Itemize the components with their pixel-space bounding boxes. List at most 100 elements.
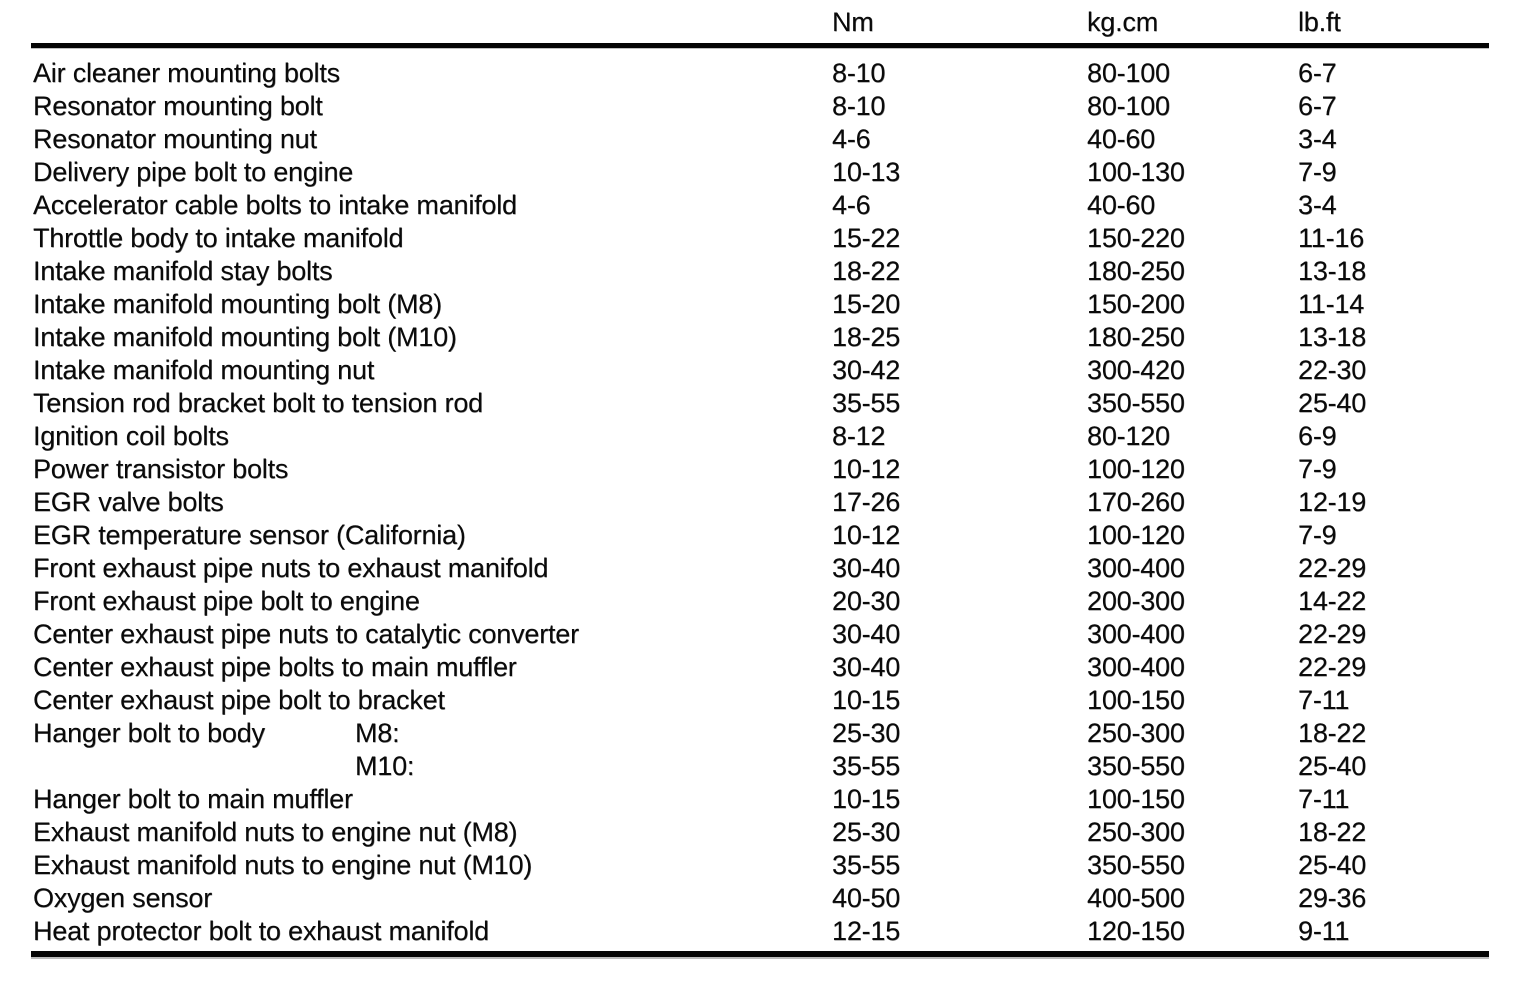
table-row: Intake manifold mounting nut 30-42 300-4… — [31, 354, 1489, 387]
table-row: Exhaust manifold nuts to engine nut (M10… — [31, 849, 1489, 882]
kgcm-value: 100-120 — [1087, 454, 1185, 484]
nm-value: 10-15 — [832, 784, 901, 814]
component-name: Center exhaust pipe bolt to bracket — [33, 685, 445, 715]
lbft-value: 29-36 — [1298, 883, 1367, 913]
component-name: Intake manifold mounting nut — [33, 355, 375, 385]
table-row: EGR valve bolts 17-26 170-260 12-19 — [31, 486, 1489, 519]
nm-value: 30-40 — [832, 553, 901, 583]
table-row: Resonator mounting bolt 8-10 80-100 6-7 — [31, 90, 1489, 123]
lbft-value: 13-18 — [1298, 322, 1367, 352]
kgcm-value: 350-550 — [1087, 850, 1185, 880]
lbft-value: 22-29 — [1298, 619, 1367, 649]
component-name: Delivery pipe bolt to engine — [33, 157, 354, 187]
component-name: Throttle body to intake manifold — [33, 223, 404, 253]
lbft-value: 9-11 — [1298, 916, 1350, 946]
kgcm-value: 250-300 — [1087, 817, 1185, 847]
lbft-value: 6-7 — [1298, 58, 1337, 88]
nm-value: 40-50 — [832, 883, 901, 913]
component-name: EGR valve bolts — [33, 487, 224, 517]
kgcm-value: 100-130 — [1087, 157, 1185, 187]
column-header-kgcm: kg.cm — [1087, 7, 1159, 37]
lbft-value: 6-9 — [1298, 421, 1337, 451]
kgcm-value: 100-120 — [1087, 520, 1185, 550]
bottom-rule — [31, 951, 1489, 957]
kgcm-value: 180-250 — [1087, 322, 1185, 352]
component-name: Front exhaust pipe nuts to exhaust manif… — [33, 553, 549, 583]
kgcm-value: 40-60 — [1087, 124, 1156, 154]
kgcm-value: 150-200 — [1087, 289, 1185, 319]
nm-value: 30-40 — [832, 652, 901, 682]
component-name: Front exhaust pipe bolt to engine — [33, 586, 420, 616]
kgcm-value: 150-220 — [1087, 223, 1185, 253]
nm-value: 20-30 — [832, 586, 901, 616]
header-rule — [31, 43, 1489, 48]
kgcm-value: 180-250 — [1087, 256, 1185, 286]
table-row: Throttle body to intake manifold 15-22 1… — [31, 222, 1489, 255]
kgcm-value: 350-550 — [1087, 751, 1185, 781]
table-row: Hanger bolt to body M8: 25-30 250-300 18… — [31, 717, 1489, 750]
lbft-value: 6-7 — [1298, 91, 1337, 121]
kgcm-value: 170-260 — [1087, 487, 1185, 517]
nm-value: 35-55 — [832, 388, 901, 418]
nm-value: 30-42 — [832, 355, 901, 385]
component-name: Resonator mounting nut — [33, 124, 317, 154]
nm-value: 8-10 — [832, 58, 886, 88]
kgcm-value: 250-300 — [1087, 718, 1185, 748]
column-header-nm: Nm — [832, 7, 874, 37]
nm-value: 10-13 — [832, 157, 901, 187]
lbft-value: 7-9 — [1298, 157, 1337, 187]
kgcm-value: 100-150 — [1087, 784, 1185, 814]
nm-value: 25-30 — [832, 718, 901, 748]
kgcm-value: 200-300 — [1087, 586, 1185, 616]
lbft-value: 7-11 — [1298, 685, 1350, 715]
lbft-value: 11-14 — [1298, 289, 1365, 319]
lbft-value: 18-22 — [1298, 817, 1367, 847]
lbft-value: 22-29 — [1298, 553, 1367, 583]
table-row: Center exhaust pipe nuts to catalytic co… — [31, 618, 1489, 651]
component-name: Heat protector bolt to exhaust manifold — [33, 916, 489, 946]
table-row: Center exhaust pipe bolts to main muffle… — [31, 651, 1489, 684]
kgcm-value: 400-500 — [1087, 883, 1185, 913]
table-row: Air cleaner mounting bolts 8-10 80-100 6… — [31, 57, 1489, 90]
lbft-value: 7-11 — [1298, 784, 1350, 814]
table-row: Oxygen sensor 40-50 400-500 29-36 — [31, 882, 1489, 915]
lbft-value: 14-22 — [1298, 586, 1367, 616]
lbft-value: 7-9 — [1298, 454, 1337, 484]
lbft-value: 25-40 — [1298, 388, 1367, 418]
kgcm-value: 300-400 — [1087, 619, 1185, 649]
component-name: Exhaust manifold nuts to engine nut (M10… — [33, 850, 533, 880]
kgcm-value: 350-550 — [1087, 388, 1185, 418]
component-name: Center exhaust pipe bolts to main muffle… — [33, 652, 517, 682]
lbft-value: 12-19 — [1298, 487, 1367, 517]
table-row: Center exhaust pipe bolt to bracket 10-1… — [31, 684, 1489, 717]
table-row: Intake manifold stay bolts 18-22 180-250… — [31, 255, 1489, 288]
kgcm-value: 120-150 — [1087, 916, 1185, 946]
component-name: Air cleaner mounting bolts — [33, 58, 340, 88]
table-row: Ignition coil bolts 8-12 80-120 6-9 — [31, 420, 1489, 453]
nm-value: 35-55 — [832, 850, 901, 880]
table-row: Resonator mounting nut 4-6 40-60 3-4 — [31, 123, 1489, 156]
component-name: Ignition coil bolts — [33, 421, 229, 451]
kgcm-value: 80-120 — [1087, 421, 1170, 451]
nm-value: 25-30 — [832, 817, 901, 847]
component-name: Power transistor bolts — [33, 454, 289, 484]
component-name: Hanger bolt to body — [33, 718, 265, 748]
table-row: Tension rod bracket bolt to tension rod … — [31, 387, 1489, 420]
nm-value: 30-40 — [832, 619, 901, 649]
table-row: Hanger bolt to main muffler 10-15 100-15… — [31, 783, 1489, 816]
lbft-value: 25-40 — [1298, 751, 1367, 781]
torque-spec-table: Nm kg.cm lb.ft Air cleaner mounting bolt… — [31, 6, 1489, 957]
size-variant-label: M10: — [355, 751, 415, 781]
nm-value: 15-20 — [832, 289, 901, 319]
nm-value: 35-55 — [832, 751, 901, 781]
nm-value: 18-25 — [832, 322, 901, 352]
lbft-value: 7-9 — [1298, 520, 1337, 550]
nm-value: 8-12 — [832, 421, 886, 451]
nm-value: 17-26 — [832, 487, 901, 517]
nm-value: 4-6 — [832, 190, 871, 220]
table-row: Heat protector bolt to exhaust manifold … — [31, 915, 1489, 948]
table-body: Air cleaner mounting bolts 8-10 80-100 6… — [31, 48, 1489, 948]
table-row: Front exhaust pipe nuts to exhaust manif… — [31, 552, 1489, 585]
nm-value: 10-12 — [832, 454, 901, 484]
